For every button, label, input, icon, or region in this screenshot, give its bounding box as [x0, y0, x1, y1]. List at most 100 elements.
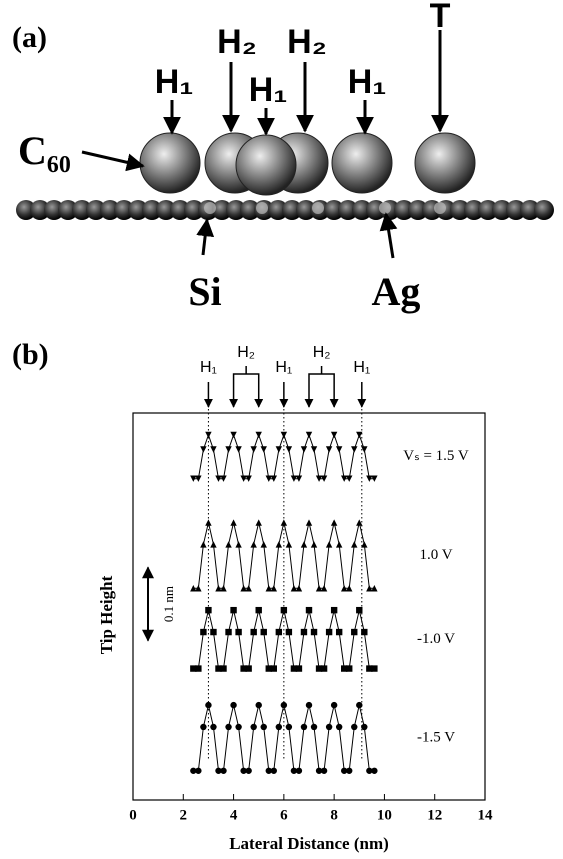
h2-label: H₂	[287, 23, 327, 61]
x-tick-label: 4	[230, 807, 238, 823]
data-point	[281, 607, 287, 613]
ag-atom	[312, 202, 324, 214]
data-point	[371, 768, 377, 774]
data-point	[301, 724, 307, 730]
data-point	[210, 629, 216, 635]
data-point	[336, 629, 342, 635]
ag-atom	[379, 202, 391, 214]
series-label: -1.5 V	[417, 729, 455, 745]
x-tick-label: 2	[180, 807, 188, 823]
data-point	[301, 629, 307, 635]
data-point	[356, 519, 362, 525]
data-point	[281, 519, 287, 525]
data-point	[356, 607, 362, 613]
h1-label: H₁	[249, 71, 288, 109]
data-point	[261, 629, 267, 635]
data-point	[351, 446, 357, 452]
data-point	[200, 724, 206, 730]
data-point	[220, 665, 226, 671]
molecule	[236, 135, 296, 195]
peak-label: H₂	[313, 344, 331, 361]
data-point	[195, 768, 201, 774]
data-point	[271, 665, 277, 671]
x-axis-label: Lateral Distance (nm)	[229, 834, 389, 853]
data-point	[205, 519, 211, 525]
x-tick-label: 6	[280, 807, 288, 823]
data-point	[296, 665, 302, 671]
data-point	[250, 446, 256, 452]
data-point	[256, 607, 262, 613]
data-point	[256, 702, 262, 708]
data-point	[326, 629, 332, 635]
data-point	[276, 541, 282, 547]
peak-label: H₁	[275, 359, 292, 376]
data-point	[195, 665, 201, 671]
bracket	[234, 374, 259, 384]
data-point	[225, 446, 231, 452]
arrow	[203, 220, 207, 255]
data-point	[205, 432, 211, 438]
data-point	[256, 432, 262, 438]
data-point	[306, 607, 312, 613]
data-point	[230, 432, 236, 438]
data-point	[225, 629, 231, 635]
panel-label: (b)	[12, 338, 49, 371]
data-point	[331, 607, 337, 613]
data-point	[276, 446, 282, 452]
data-point	[235, 446, 241, 452]
molecule	[332, 133, 392, 193]
data-point	[356, 702, 362, 708]
data-point	[331, 432, 337, 438]
data-point	[210, 724, 216, 730]
data-point	[296, 768, 302, 774]
data-point	[326, 446, 332, 452]
series-label: 1.0 V	[419, 547, 452, 563]
data-point	[371, 665, 377, 671]
panel-b: (b) Lateral Distance (nm) Tip Height	[12, 338, 485, 853]
data-point	[311, 724, 317, 730]
data-point	[281, 702, 287, 708]
h1-label: H₁	[348, 63, 387, 101]
data-point	[245, 665, 251, 671]
peak-label: H₂	[237, 344, 255, 361]
panel-label: (a)	[12, 21, 47, 54]
data-point	[276, 629, 282, 635]
data-point	[326, 541, 332, 547]
molecule	[415, 133, 475, 193]
substrate-atom	[534, 200, 554, 220]
ag-atom	[434, 202, 446, 214]
series-line	[193, 610, 374, 668]
data-point	[311, 629, 317, 635]
ag-atom	[256, 202, 268, 214]
series-label: Vₛ = 1.5 V	[403, 448, 469, 464]
data-point	[306, 702, 312, 708]
data-point	[336, 541, 342, 547]
arrow	[82, 152, 143, 166]
y-axis-label: Tip Height	[97, 575, 116, 654]
figure: (a) H₁ H₂ H₁ H₂ H₁ T C₆₀ Si Ag	[0, 0, 563, 859]
data-point	[326, 724, 332, 730]
data-point	[286, 446, 292, 452]
x-tick-label: 0	[129, 807, 137, 823]
data-point	[225, 724, 231, 730]
data-point	[361, 724, 367, 730]
data-point	[331, 519, 337, 525]
c60-molecules	[140, 133, 475, 195]
data-point	[301, 541, 307, 547]
molecule	[140, 133, 200, 193]
data-point	[245, 768, 251, 774]
data-point	[351, 629, 357, 635]
ag-atom	[204, 202, 216, 214]
peak-label: H₁	[200, 359, 217, 376]
series-label: -1.0 V	[417, 631, 455, 647]
x-tick-label: 8	[330, 807, 338, 823]
x-tick-label: 12	[427, 807, 442, 823]
data-point	[276, 724, 282, 730]
data-point	[306, 519, 312, 525]
data-point	[230, 607, 236, 613]
data-point	[321, 665, 327, 671]
data-point	[230, 519, 236, 525]
data-point	[286, 629, 292, 635]
data-point	[321, 768, 327, 774]
scale-bar-label: 0.1 nm	[161, 586, 176, 622]
